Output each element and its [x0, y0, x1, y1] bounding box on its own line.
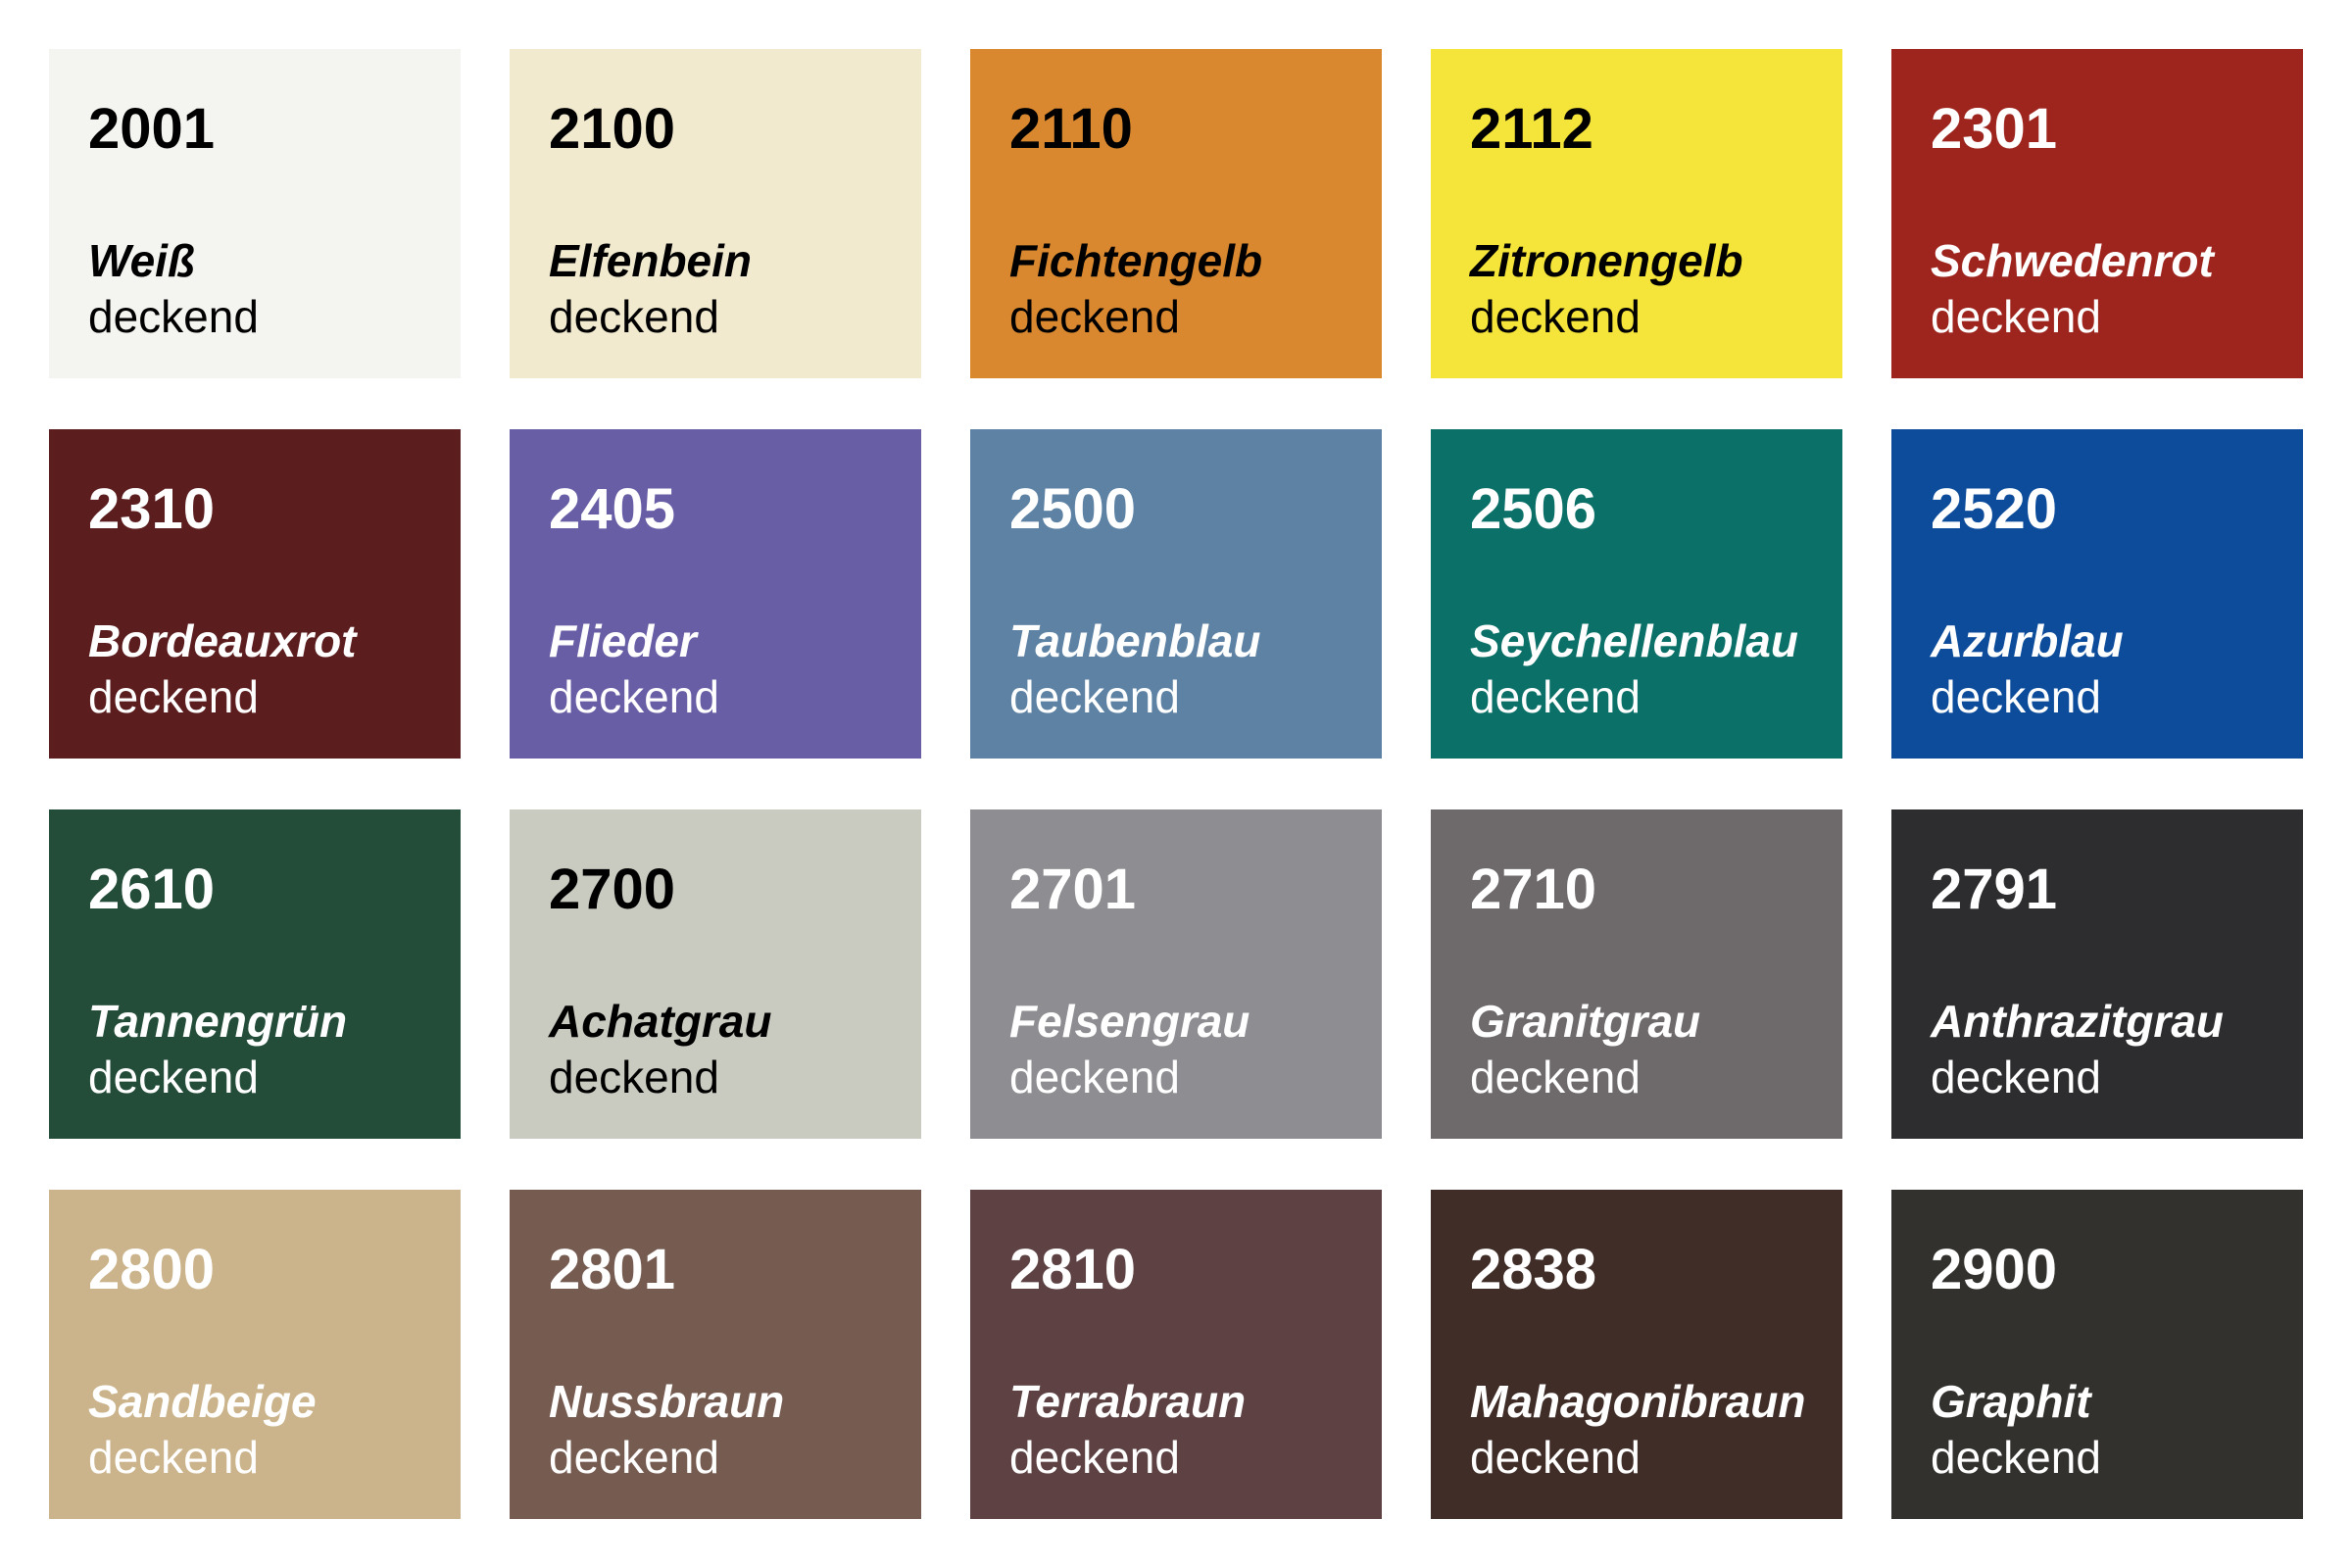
color-name: Fichtengelb — [1009, 235, 1263, 286]
color-swatch: 2112 Zitronengelb deckend — [1431, 49, 1842, 378]
color-name: Seychellenblau — [1470, 615, 1798, 666]
color-name: Felsengrau — [1009, 996, 1250, 1047]
color-name: Nussbraun — [549, 1376, 785, 1427]
color-finish: deckend — [549, 291, 719, 342]
color-code: 2900 — [1931, 1238, 2058, 1301]
color-finish: deckend — [1470, 1052, 1641, 1102]
color-code: 2112 — [1470, 97, 1593, 161]
color-swatch: 2506 Seychellenblau deckend — [1431, 429, 1842, 759]
color-finish: deckend — [88, 1432, 259, 1483]
color-code: 2701 — [1009, 858, 1137, 921]
color-finish: deckend — [1009, 291, 1180, 342]
color-name: Terrabraun — [1009, 1376, 1247, 1427]
color-code: 2506 — [1470, 477, 1597, 541]
color-finish: deckend — [1931, 1052, 2101, 1102]
color-finish: deckend — [1470, 1432, 1641, 1483]
color-swatch: 2001 Weiß deckend — [49, 49, 461, 378]
color-code: 2500 — [1009, 477, 1137, 541]
color-code: 2810 — [1009, 1238, 1137, 1301]
color-code: 2001 — [88, 97, 216, 161]
color-swatch: 2710 Granitgrau deckend — [1431, 809, 1842, 1139]
color-finish: deckend — [1009, 1052, 1180, 1102]
color-finish: deckend — [549, 1052, 719, 1102]
color-swatch: 2610 Tannengrün deckend — [49, 809, 461, 1139]
color-code: 2610 — [88, 858, 216, 921]
color-name: Elfenbein — [549, 235, 753, 286]
color-code: 2310 — [88, 477, 216, 541]
color-finish: deckend — [1470, 291, 1641, 342]
color-swatch: 2110 Fichtengelb deckend — [970, 49, 1382, 378]
color-code: 2100 — [549, 97, 676, 161]
color-name: Granitgrau — [1470, 996, 1701, 1047]
color-code: 2800 — [88, 1238, 216, 1301]
color-finish: deckend — [1931, 1432, 2101, 1483]
color-name: Achatgrau — [549, 996, 772, 1047]
color-finish: deckend — [549, 671, 719, 722]
color-code: 2700 — [549, 858, 676, 921]
color-code: 2710 — [1470, 858, 1597, 921]
color-name: Flieder — [549, 615, 697, 666]
color-swatch: 2800 Sandbeige deckend — [49, 1190, 461, 1519]
color-finish: deckend — [1470, 671, 1641, 722]
color-swatch: 2810 Terrabraun deckend — [970, 1190, 1382, 1519]
color-finish: deckend — [1009, 1432, 1180, 1483]
color-finish: deckend — [1009, 671, 1180, 722]
color-code: 2838 — [1470, 1238, 1597, 1301]
color-finish: deckend — [1931, 671, 2101, 722]
color-swatch: 2801 Nussbraun deckend — [510, 1190, 921, 1519]
color-code: 2110 — [1009, 97, 1133, 161]
color-name: Zitronengelb — [1470, 235, 1743, 286]
color-code: 2520 — [1931, 477, 2058, 541]
color-name: Azurblau — [1931, 615, 2124, 666]
color-name: Sandbeige — [88, 1376, 317, 1427]
color-name: Anthrazitgrau — [1931, 996, 2224, 1047]
color-swatch: 2791 Anthrazitgrau deckend — [1891, 809, 2303, 1139]
color-swatch: 2701 Felsengrau deckend — [970, 809, 1382, 1139]
color-swatch: 2310 Bordeauxrot deckend — [49, 429, 461, 759]
color-swatch: 2838 Mahagonibraun deckend — [1431, 1190, 1842, 1519]
color-code: 2791 — [1931, 858, 2058, 921]
color-code: 2301 — [1931, 97, 2058, 161]
color-name: Schwedenrot — [1931, 235, 2214, 286]
color-name: Bordeauxrot — [88, 615, 357, 666]
color-name: Taubenblau — [1009, 615, 1261, 666]
color-finish: deckend — [549, 1432, 719, 1483]
color-swatch: 2405 Flieder deckend — [510, 429, 921, 759]
color-name: Mahagonibraun — [1470, 1376, 1806, 1427]
color-name: Weiß — [88, 235, 196, 286]
color-swatch: 2100 Elfenbein deckend — [510, 49, 921, 378]
color-code: 2405 — [549, 477, 676, 541]
color-finish: deckend — [88, 671, 259, 722]
color-swatch: 2900 Graphit deckend — [1891, 1190, 2303, 1519]
color-swatch: 2520 Azurblau deckend — [1891, 429, 2303, 759]
color-name: Tannengrün — [88, 996, 348, 1047]
color-swatch: 2700 Achatgrau deckend — [510, 809, 921, 1139]
color-name: Graphit — [1931, 1376, 2091, 1427]
color-swatch: 2500 Taubenblau deckend — [970, 429, 1382, 759]
color-finish: deckend — [1931, 291, 2101, 342]
color-swatch: 2301 Schwedenrot deckend — [1891, 49, 2303, 378]
color-code: 2801 — [549, 1238, 676, 1301]
color-finish: deckend — [88, 1052, 259, 1102]
color-finish: deckend — [88, 291, 259, 342]
